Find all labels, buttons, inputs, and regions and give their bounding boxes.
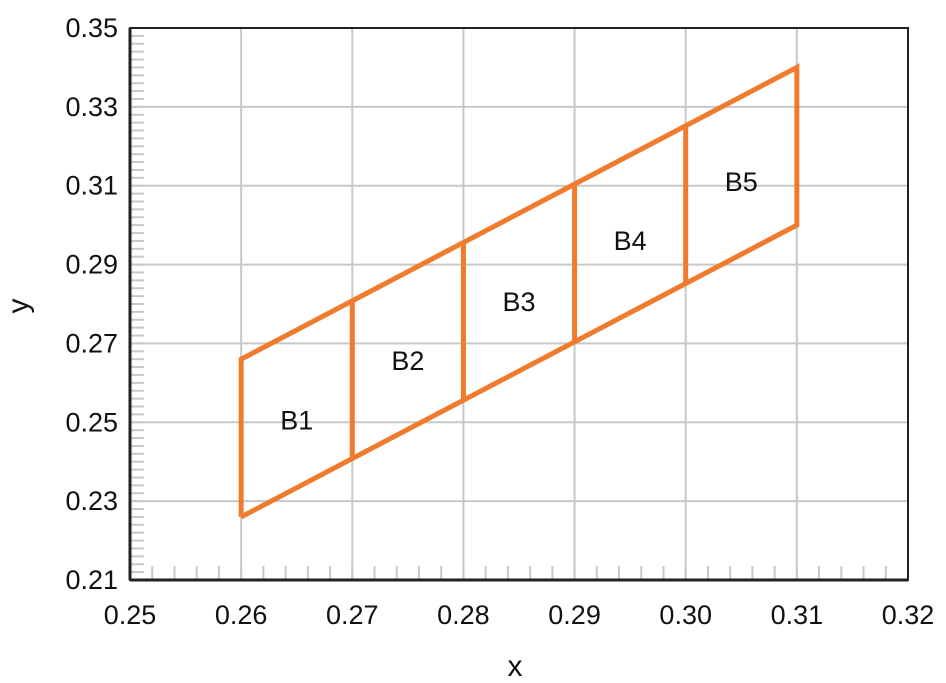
bin-outline bbox=[238, 63, 800, 520]
bin-labels: B1 B2 B3 B4 B5 bbox=[280, 167, 758, 436]
x-tick-label: 0.27 bbox=[326, 600, 379, 630]
x-tick-label: 0.32 bbox=[882, 600, 935, 630]
y-axis-label: y bbox=[2, 299, 35, 314]
bin-label: B3 bbox=[502, 287, 535, 317]
y-tick-label: 0.29 bbox=[65, 250, 118, 280]
y-tick-label: 0.33 bbox=[65, 92, 118, 122]
y-tick-label: 0.25 bbox=[65, 407, 118, 437]
minor-ticks bbox=[130, 34, 887, 580]
x-axis-label: x bbox=[508, 650, 523, 683]
axes: 0.25 0.26 0.27 0.28 0.29 0.30 0.31 0.32 0.21 0.23… bbox=[65, 13, 934, 630]
x-tick-label: 0.28 bbox=[437, 600, 490, 630]
x-tick-label: 0.31 bbox=[771, 600, 824, 630]
y-tick-label: 0.21 bbox=[65, 565, 118, 595]
bin-label: B4 bbox=[614, 226, 647, 256]
y-tick-label: 0.35 bbox=[65, 13, 118, 43]
bin-label: B5 bbox=[725, 167, 758, 197]
x-tick-label: 0.29 bbox=[548, 600, 601, 630]
x-tick-label: 0.26 bbox=[215, 600, 268, 630]
bin-label: B2 bbox=[391, 346, 424, 376]
x-tick-label: 0.30 bbox=[659, 600, 712, 630]
x-tick-label: 0.25 bbox=[104, 600, 157, 630]
plot-area bbox=[238, 63, 800, 520]
y-tick-label: 0.23 bbox=[65, 486, 118, 516]
y-tick-label: 0.31 bbox=[65, 171, 118, 201]
bin-label: B1 bbox=[280, 405, 313, 435]
y-tick-label: 0.27 bbox=[65, 328, 118, 358]
